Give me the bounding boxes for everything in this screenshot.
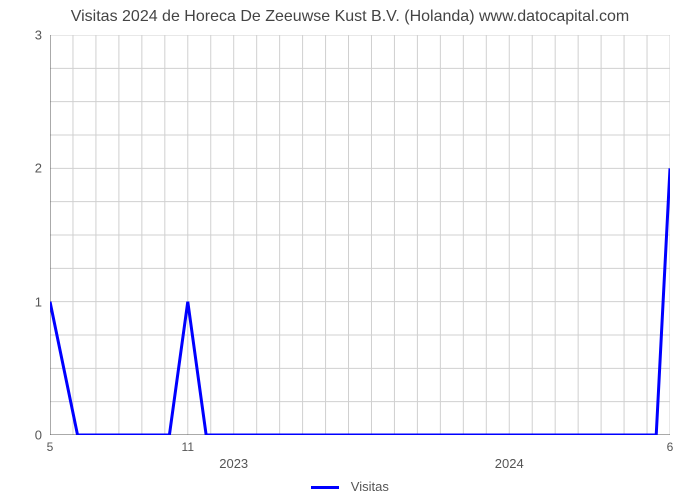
chart-svg (50, 35, 670, 435)
plot-area (50, 35, 670, 435)
chart-title: Visitas 2024 de Horeca De Zeeuwse Kust B… (0, 8, 700, 26)
x-tick-label: 11 (182, 440, 194, 454)
y-tick-label: 2 (2, 161, 42, 176)
legend-label: Visitas (351, 479, 389, 494)
x-tick-label-year: 2023 (219, 456, 248, 471)
y-tick-label: 1 (2, 294, 42, 309)
x-tick-label-year: 2024 (495, 456, 524, 471)
x-tick-label: 6 (667, 440, 674, 454)
chart-container: Visitas 2024 de Horeca De Zeeuwse Kust B… (0, 0, 700, 500)
x-tick-label: 5 (47, 440, 54, 454)
y-tick-label: 3 (2, 28, 42, 43)
y-tick-label: 0 (2, 428, 42, 443)
legend: Visitas (0, 479, 700, 494)
legend-swatch (311, 486, 339, 489)
